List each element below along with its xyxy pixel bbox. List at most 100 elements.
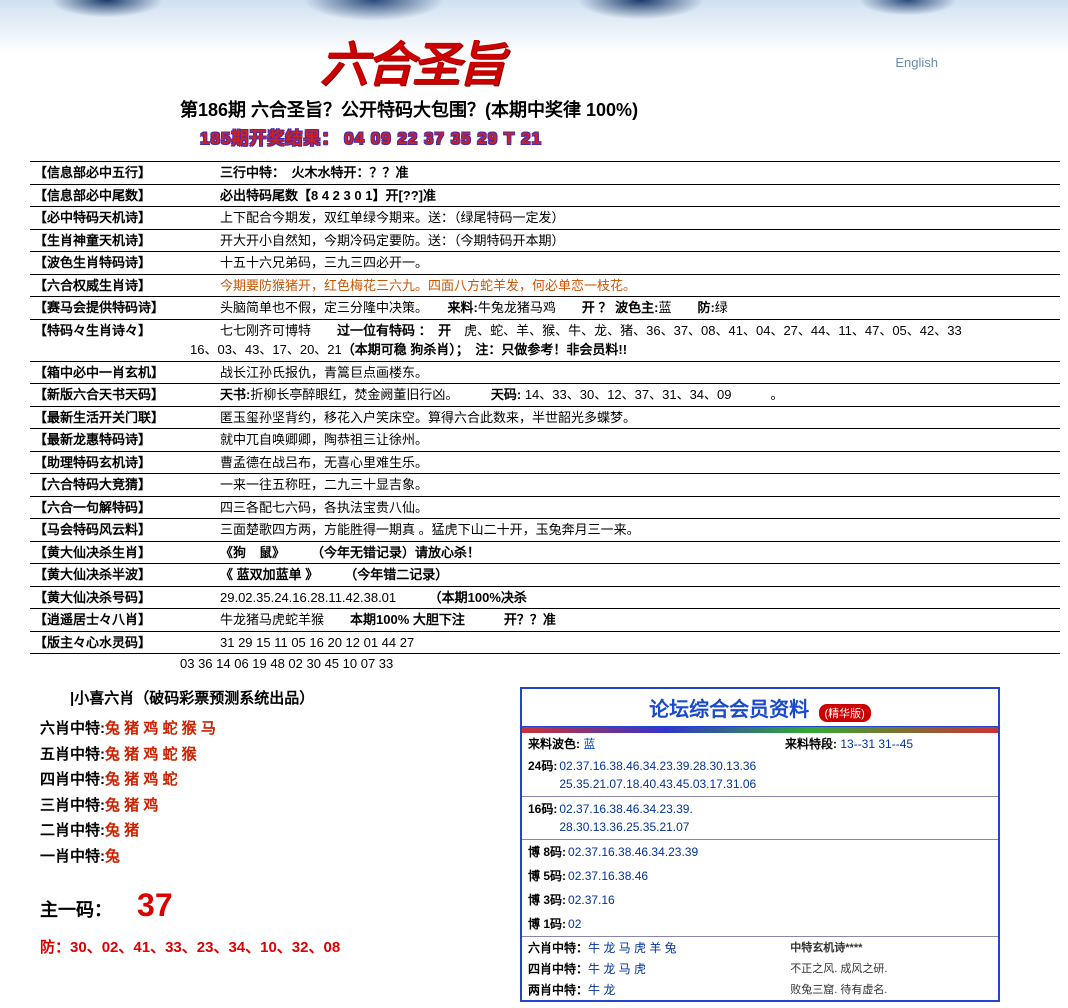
table-row: 【六合一句解特码】四三各配七六码，各执法宝贵八仙。 bbox=[30, 496, 1060, 519]
page-title: 第186期 六合圣旨？公开特码大包围？(本期中奖律 100%) bbox=[0, 96, 1068, 122]
xiaoxiu-title: |小喜六肖（破码彩票预测系统出品） bbox=[70, 687, 480, 708]
code-row-label: 博 5码: bbox=[528, 867, 566, 885]
row-label: 【最新龙惠特码诗】 bbox=[30, 429, 190, 452]
row-label: 【黄大仙决杀生肖】 bbox=[30, 541, 190, 564]
footer-row: 两肖中特：牛 龙败兔三窟. 待有虚名. bbox=[522, 979, 998, 1000]
footer-left-value: 牛 龙 马 虎 羊 兔 bbox=[588, 941, 677, 955]
zodiac-label: 一肖中特: bbox=[40, 848, 105, 865]
footer-left-value: 牛 龙 bbox=[588, 983, 615, 997]
row-content: 头脑简单也不假，定三分隆中决策。 来料:牛兔龙猪马鸡 开 ？ 波色主:蓝 防:绿 bbox=[190, 297, 1060, 320]
zodiac-label: 六肖中特: bbox=[40, 720, 105, 737]
table-row: 【赛马会提供特码诗】头脑简单也不假，定三分隆中决策。 来料:牛兔龙猪马鸡 开 ？… bbox=[30, 297, 1060, 320]
forum-info-line: 来料波色: 蓝 来料特段: 13--31 31--45 bbox=[522, 733, 998, 754]
segment-label: 来料特段: bbox=[785, 737, 837, 751]
footer-row: 六肖中特：牛 龙 马 虎 羊 兔中特玄机诗**** bbox=[522, 936, 998, 958]
row-label: 【箱中必中一肖玄机】 bbox=[30, 361, 190, 384]
table-row: 【箱中必中一肖玄机】战长江孙氏报仇，青篙巨点画楼东。 bbox=[30, 361, 1060, 384]
row-content: 三面楚歌四方两，方能胜得一期真 。猛虎下山二十开，玉兔奔月三一来。 bbox=[190, 519, 1060, 542]
table-row: 【生肖神童天机诗】开大开小自然知，今期冷码定要防。送：（今期特码开本期） bbox=[30, 229, 1060, 252]
row-content: 上下配合今期发，双红单绿今期来。送：（绿尾特码一定发） bbox=[190, 207, 1060, 230]
header-decoration bbox=[0, 0, 1068, 40]
code-row-content: 02.37.16 bbox=[568, 891, 615, 909]
row-label: 【必中特码天机诗】 bbox=[30, 207, 190, 230]
row-content: 29.02.35.24.16.28.11.42.38.01 （本期100%决杀 bbox=[190, 586, 1060, 609]
row-content: 天书:折柳长亭醉眼红，焚金阙董旧行凶。 天码: 14、33、30、12、37、3… bbox=[190, 384, 1060, 407]
table-row: 【马会特码风云料】三面楚歌四方两，方能胜得一期真 。猛虎下山二十开，玉兔奔月三一… bbox=[30, 519, 1060, 542]
table-row: 【黄大仙决杀号码】29.02.35.24.16.28.11.42.38.01 （… bbox=[30, 586, 1060, 609]
code-row-label: 博 1码: bbox=[528, 915, 566, 933]
code-row-content: 02.37.16.38.46.34.23.39.28.30.13.36 25.3… bbox=[559, 757, 756, 793]
footer-left: 四肖中特：牛 龙 马 虎 bbox=[528, 960, 790, 977]
code-row: 24码:02.37.16.38.46.34.23.39.28.30.13.36 … bbox=[522, 754, 998, 796]
forum-badge: (精华版) bbox=[819, 704, 871, 722]
code-row-label: 博 3码: bbox=[528, 891, 566, 909]
forum-member-panel: 论坛综合会员资料 (精华版) 来料波色: 蓝 来料特段: 13--31 31--… bbox=[520, 687, 1000, 1002]
xiaoxiu-panel: |小喜六肖（破码彩票预测系统出品） 六肖中特:兔 猪 鸡 蛇 猴 马五肖中特:兔… bbox=[20, 687, 480, 957]
main-code-value: 37 bbox=[137, 887, 173, 923]
row-label: 【特码々生肖诗々】 bbox=[30, 319, 190, 361]
table-row: 【最新龙惠特码诗】就中兀自唤卿卿，陶恭祖三让徐州。 bbox=[30, 429, 1060, 452]
footer-left-label: 两肖中特： bbox=[528, 983, 588, 997]
code-row-content: 02.37.16.38.46.34.23.39. 28.30.13.36.25.… bbox=[559, 800, 692, 836]
row-label: 【波色生肖特码诗】 bbox=[30, 252, 190, 275]
zodiac-row: 五肖中特:兔 猪 鸡 蛇 猴 bbox=[40, 742, 480, 768]
wave-color-label: 来料波色: bbox=[528, 737, 580, 751]
lottery-result: 185期开奖结果： 04 09 22 37 35 29 T 21 bbox=[0, 124, 1068, 149]
code-row-label: 16码: bbox=[528, 800, 557, 836]
table-row: 【信息部必中尾数】必出特码尾数【8 4 2 3 0 1】开[??]准 bbox=[30, 184, 1060, 207]
code-row: 博 5码:02.37.16.38.46 bbox=[522, 864, 998, 888]
table-row: 【黄大仙决杀半波】《 蓝双加蓝单 》 （今年错二记录） bbox=[30, 564, 1060, 587]
logo-text: 六合圣旨 bbox=[320, 25, 504, 90]
table-row: 【特码々生肖诗々】七七刚齐可博特 过一位有特码 ： 开 虎、蛇、羊、猴、牛、龙、… bbox=[30, 319, 1060, 361]
zodiac-value: 兔 猪 bbox=[105, 822, 139, 839]
code-row: 博 3码:02.37.16 bbox=[522, 888, 998, 912]
row-label: 【六合权威生肖诗】 bbox=[30, 274, 190, 297]
forum-title-bar: 论坛综合会员资料 (精华版) bbox=[522, 689, 998, 727]
footer-left: 六肖中特：牛 龙 马 虎 羊 兔 bbox=[528, 939, 790, 956]
row-label: 【马会特码风云料】 bbox=[30, 519, 190, 542]
zodiac-value: 兔 bbox=[105, 848, 120, 865]
table-row: 【版主々心水灵码】31 29 15 11 05 16 20 12 01 44 2… bbox=[30, 631, 1060, 654]
zodiac-label: 二肖中特: bbox=[40, 822, 105, 839]
row-label: 【生肖神童天机诗】 bbox=[30, 229, 190, 252]
zodiac-value: 兔 猪 鸡 蛇 猴 马 bbox=[105, 720, 216, 737]
zodiac-label: 四肖中特: bbox=[40, 771, 105, 788]
bottom-section: |小喜六肖（破码彩票预测系统出品） 六肖中特:兔 猪 鸡 蛇 猴 马五肖中特:兔… bbox=[0, 687, 1068, 1002]
code-row-label: 24码: bbox=[528, 757, 557, 793]
zodiac-row: 一肖中特:兔 bbox=[40, 844, 480, 870]
table-row: 【信息部必中五行】三行中特： 火木水特开：？？准 bbox=[30, 162, 1060, 185]
row-label: 【黄大仙决杀半波】 bbox=[30, 564, 190, 587]
footer-left: 两肖中特：牛 龙 bbox=[528, 981, 790, 998]
english-link[interactable]: English bbox=[895, 55, 938, 70]
row-content: 战长江孙氏报仇，青篙巨点画楼东。 bbox=[190, 361, 1060, 384]
row-label: 【黄大仙决杀号码】 bbox=[30, 586, 190, 609]
wave-color-value: 蓝 bbox=[583, 737, 595, 751]
footer-right-label: 中特玄机诗**** bbox=[790, 942, 862, 954]
footer-right: 中特玄机诗**** bbox=[790, 939, 992, 956]
segment-value: 13--31 31--45 bbox=[840, 737, 913, 751]
row-content: 曹孟德在战吕布，无喜心里难生乐。 bbox=[190, 451, 1060, 474]
defense-numbers: 30、02、41、33、23、34、10、32、08 bbox=[70, 939, 340, 956]
code-row: 16码:02.37.16.38.46.34.23.39. 28.30.13.36… bbox=[522, 796, 998, 839]
extra-numbers-line: 03 36 14 06 19 48 02 30 45 10 07 33 bbox=[180, 654, 1068, 679]
row-label: 【赛马会提供特码诗】 bbox=[30, 297, 190, 320]
row-label: 【最新生活开关门联】 bbox=[30, 406, 190, 429]
zodiac-row: 四肖中特:兔 猪 鸡 蛇 bbox=[40, 767, 480, 793]
footer-right-text: 不正之风. 成风之研. bbox=[790, 963, 887, 975]
row-content: 十五十六兄弟码，三九三四必开一。 bbox=[190, 252, 1060, 275]
footer-right: 不正之风. 成风之研. bbox=[790, 960, 992, 977]
row-content: 牛龙猪马虎蛇羊猴 本期100% 大胆下注 开？？准 bbox=[190, 609, 1060, 632]
row-label: 【新版六合天书天码】 bbox=[30, 384, 190, 407]
header-banner: 六合圣旨 English bbox=[0, 0, 1068, 90]
footer-row: 四肖中特：牛 龙 马 虎不正之风. 成风之研. bbox=[522, 958, 998, 979]
row-content: 就中兀自唤卿卿，陶恭祖三让徐州。 bbox=[190, 429, 1060, 452]
footer-left-value: 牛 龙 马 虎 bbox=[588, 962, 646, 976]
forum-title: 论坛综合会员资料 bbox=[649, 699, 809, 721]
footer-left-label: 六肖中特： bbox=[528, 941, 588, 955]
row-label: 【逍遥居士々八肖】 bbox=[30, 609, 190, 632]
result-prefix: 185期开奖结果： bbox=[200, 129, 339, 148]
zodiac-row: 三肖中特:兔 猪 鸡 bbox=[40, 793, 480, 819]
row-label: 【信息部必中五行】 bbox=[30, 162, 190, 185]
code-row-label: 博 8码: bbox=[528, 843, 566, 861]
code-row-content: 02.37.16.38.46 bbox=[568, 867, 648, 885]
